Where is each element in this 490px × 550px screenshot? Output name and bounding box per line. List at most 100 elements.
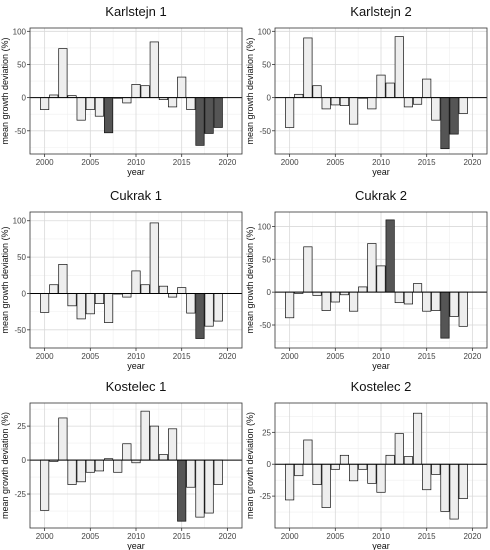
- bar-2000: [40, 97, 50, 110]
- x-tick-label: 2010: [372, 352, 390, 361]
- bar-2002: [58, 264, 68, 294]
- bar-2014: [412, 97, 423, 105]
- bar-2019: [458, 291, 468, 327]
- bar-2019: [458, 97, 468, 114]
- bar-2009: [122, 443, 132, 461]
- y-tick-label: -50: [259, 127, 271, 136]
- bar-2005: [330, 291, 340, 303]
- x-tick-label: 2000: [36, 532, 54, 541]
- panel-6: 2000 2005 2010 2015 2020 -25 0 25 Kostelec 2 year…: [245, 379, 488, 550]
- panel-1: 2000 2005 2010 2015 2020 -50 0 50 100 Karlstejn 1…: [0, 4, 243, 177]
- panel-5: 2000 2005 2010 2015 2020 -25 0 25 Kostelec 1 year…: [0, 379, 243, 550]
- bar-2017: [440, 463, 450, 512]
- bar-2001: [49, 284, 59, 294]
- x-tick-label: 2010: [372, 158, 390, 167]
- bar-2006: [94, 97, 105, 117]
- y-tick-label: 0: [22, 456, 27, 465]
- y-tick-label: 0: [22, 94, 27, 103]
- bar-2004: [321, 97, 331, 110]
- y-tick-label: 50: [17, 253, 26, 262]
- bar-2014: [167, 97, 178, 108]
- x-tick-label: 2005: [326, 532, 344, 541]
- bar-2017: [195, 97, 205, 146]
- x-tick-label: 2015: [173, 158, 191, 167]
- panel-2: 2000 2005 2010 2015 2020 -50 0 50 100 Karlstejn 2…: [245, 4, 488, 177]
- bar-2011: [385, 82, 395, 98]
- bar-2012: [149, 222, 159, 294]
- x-tick-label: 2005: [81, 352, 99, 361]
- bar-2018: [204, 97, 214, 134]
- x-tick-label: 2015: [418, 532, 436, 541]
- bar-2019: [213, 97, 223, 128]
- x-tick-label: 2010: [372, 532, 390, 541]
- x-tick-label: 2000: [281, 158, 299, 167]
- bar-2005: [330, 463, 340, 470]
- bar-2001: [294, 463, 304, 477]
- y-tick-label: 100: [13, 217, 27, 226]
- panel-title: Kostelec 2: [351, 379, 412, 394]
- bar-2018: [449, 291, 459, 317]
- bar-2014: [412, 283, 423, 293]
- bar-2009: [122, 293, 132, 298]
- x-axis-label: year: [127, 541, 145, 550]
- bar-2003: [312, 85, 322, 98]
- y-tick-label: -25: [14, 490, 26, 499]
- bar-2018: [449, 463, 459, 520]
- bar-2018: [204, 293, 214, 327]
- x-tick-label: 2020: [218, 532, 236, 541]
- x-axis-label: year: [127, 361, 145, 371]
- bar-2016: [431, 463, 441, 475]
- bar-2010: [376, 265, 386, 293]
- bar-2013: [403, 291, 413, 305]
- bar-2006: [339, 97, 350, 106]
- x-tick-label: 2015: [418, 352, 436, 361]
- y-tick-label: -50: [259, 321, 271, 330]
- x-axis-label: year: [372, 361, 390, 371]
- y-axis-label: mean growth deviation (%): [0, 226, 10, 333]
- y-tick-label: 0: [22, 289, 27, 298]
- bar-2011: [140, 85, 150, 98]
- bar-2002: [303, 439, 313, 465]
- bar-2010: [376, 463, 386, 493]
- bar-2019: [458, 463, 468, 500]
- y-axis-label: mean growth deviation (%): [245, 412, 255, 519]
- y-tick-label: 50: [262, 255, 271, 264]
- x-tick-label: 2005: [81, 532, 99, 541]
- panel-title: Karlstejn 2: [350, 4, 411, 19]
- bar-2013: [403, 456, 413, 465]
- x-tick-label: 2020: [218, 158, 236, 167]
- bar-2006: [94, 459, 105, 472]
- bar-2006: [94, 293, 105, 304]
- bar-2012: [149, 41, 159, 98]
- y-tick-label: 100: [13, 27, 27, 36]
- panel-title: Karlstejn 1: [105, 4, 166, 19]
- x-tick-label: 2010: [127, 532, 145, 541]
- x-tick-label: 2000: [281, 352, 299, 361]
- y-tick-label: 25: [17, 422, 26, 431]
- panel-title: Kostelec 1: [106, 379, 167, 394]
- bar-2011: [385, 219, 395, 293]
- x-tick-label: 2020: [463, 352, 481, 361]
- bar-2004: [321, 291, 331, 311]
- bar-2009: [367, 463, 377, 484]
- bar-2016: [431, 291, 441, 311]
- bar-2000: [285, 463, 295, 501]
- bar-2006: [339, 454, 350, 465]
- y-tick-label: 50: [262, 60, 271, 69]
- x-tick-label: 2000: [36, 352, 54, 361]
- bar-2002: [303, 246, 313, 293]
- bar-2002: [58, 48, 68, 98]
- bar-2005: [85, 97, 95, 110]
- bar-2018: [204, 459, 214, 514]
- y-tick-label: -25: [259, 492, 271, 501]
- bar-2000: [40, 293, 50, 313]
- x-tick-label: 2000: [36, 158, 54, 167]
- bar-2003: [67, 459, 77, 485]
- y-tick-label: 50: [17, 60, 26, 69]
- bar-2017: [440, 97, 450, 150]
- y-tick-label: 100: [258, 27, 272, 36]
- y-axis-label: mean growth deviation (%): [245, 226, 255, 333]
- bar-2004: [321, 463, 331, 508]
